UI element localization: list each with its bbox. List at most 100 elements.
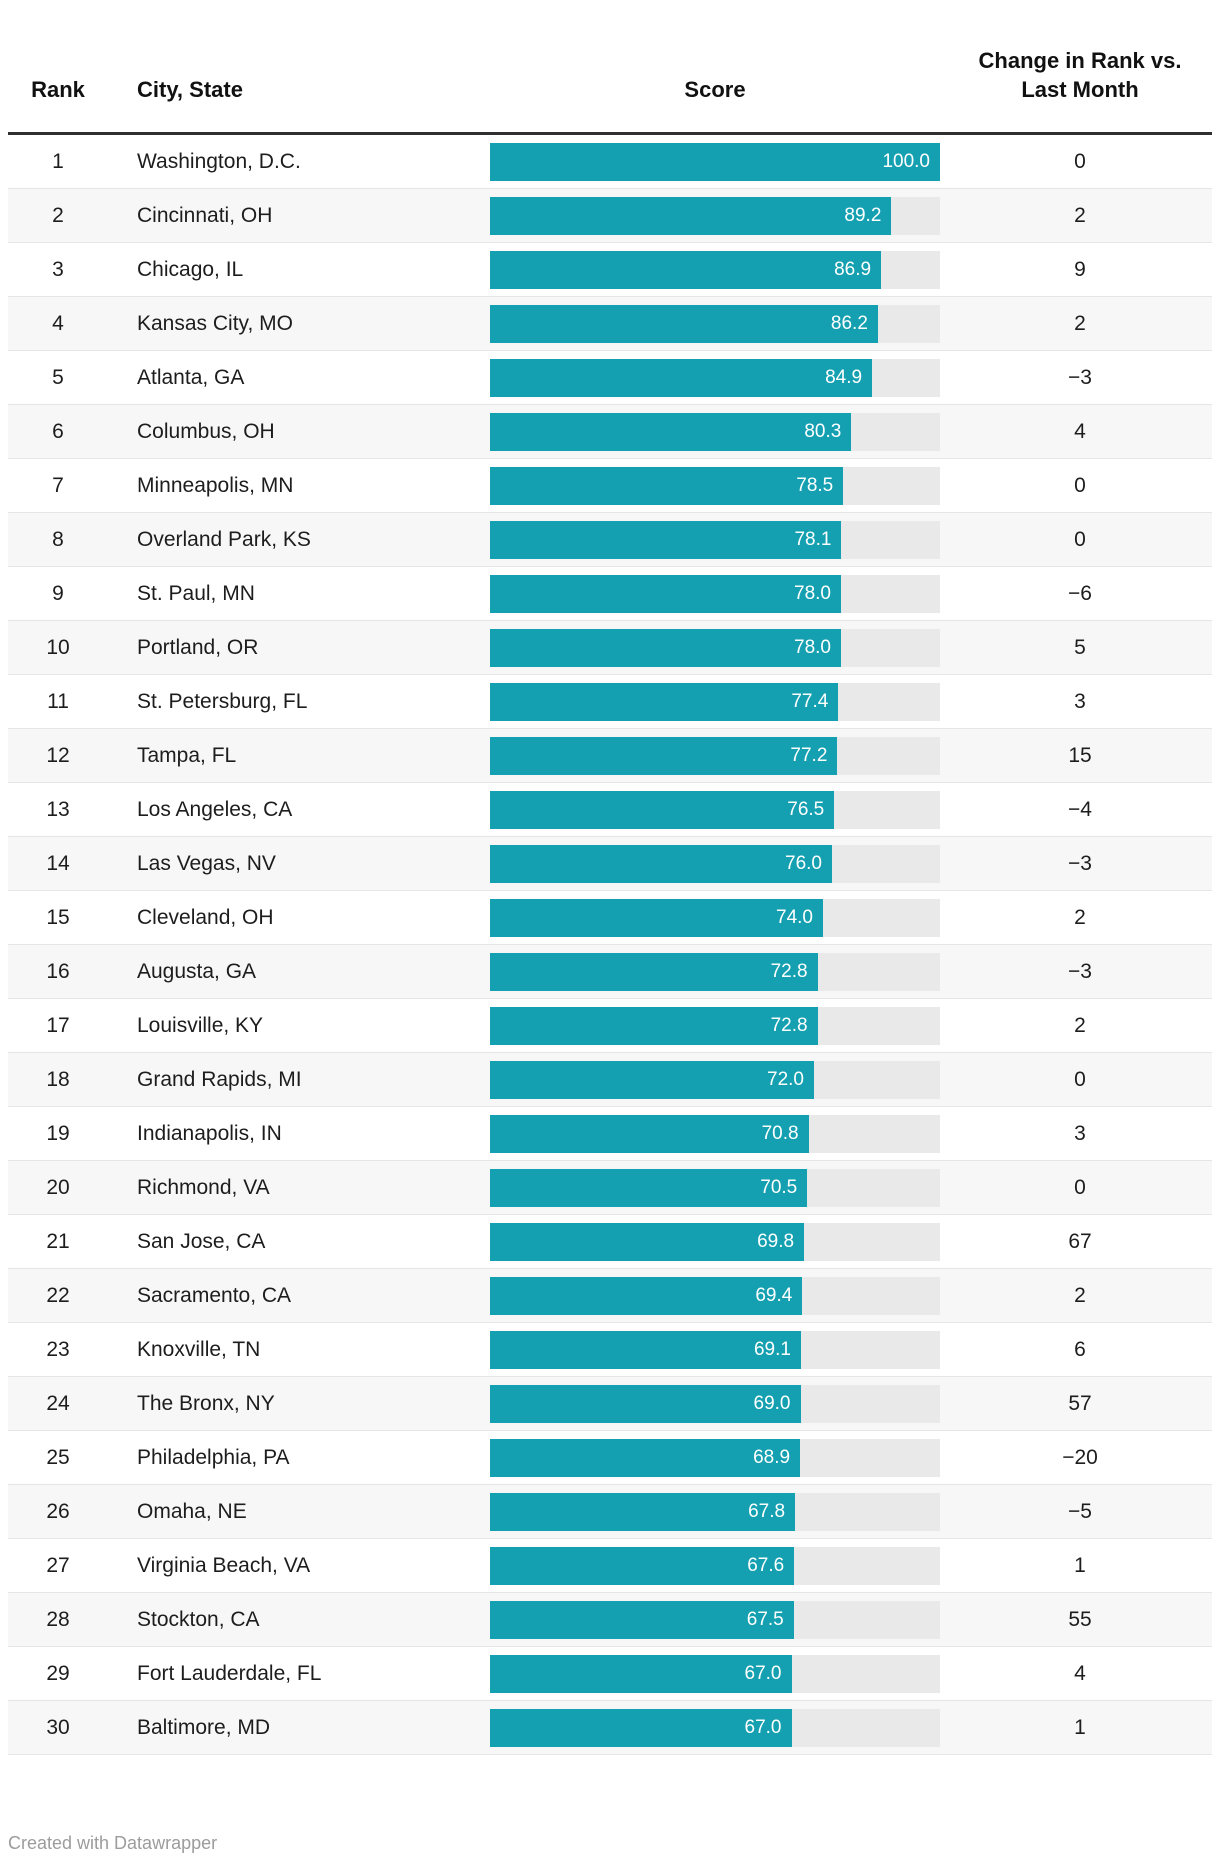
rank-cell: 24 xyxy=(46,1391,70,1415)
score-value-label: 74.0 xyxy=(776,906,813,928)
score-cell: 67.8 xyxy=(482,1492,948,1531)
table-header: Rank City, State Score Change in Rank vs… xyxy=(8,0,1212,136)
rank-change-cell: −3 xyxy=(1068,851,1092,875)
score-cell: 68.9 xyxy=(482,1438,948,1477)
rank-change-cell: −4 xyxy=(1068,797,1092,821)
score-bar-track: 69.0 xyxy=(490,1384,940,1423)
city-state-cell: Portland, OR xyxy=(137,635,259,659)
score-value-label: 89.2 xyxy=(844,204,882,226)
score-bar-track: 86.2 xyxy=(490,304,940,343)
table-row: 23 Knoxville, TN 69.1 6 xyxy=(8,1323,1212,1378)
rank-cell: 28 xyxy=(46,1607,70,1631)
score-bar: 74.0 xyxy=(490,898,823,937)
rank-change-cell: 4 xyxy=(1074,419,1086,443)
table-row: 12 Tampa, FL 77.2 15 xyxy=(8,729,1212,784)
score-cell: 77.2 xyxy=(482,736,948,775)
score-bar: 78.0 xyxy=(490,628,841,667)
score-value-label: 72.8 xyxy=(770,1014,808,1036)
score-cell: 86.2 xyxy=(482,304,948,343)
rank-change-cell: 0 xyxy=(1074,1067,1086,1091)
score-bar-track: 89.2 xyxy=(490,196,940,235)
city-state-cell: Washington, D.C. xyxy=(137,149,301,173)
score-bar-track: 76.5 xyxy=(490,790,940,829)
city-state-cell: San Jose, CA xyxy=(137,1229,266,1253)
score-bar: 67.0 xyxy=(490,1708,792,1747)
score-bar-track: 67.0 xyxy=(490,1708,940,1747)
rank-cell: 21 xyxy=(46,1229,70,1253)
score-cell: 78.1 xyxy=(482,520,948,559)
score-cell: 70.8 xyxy=(482,1114,948,1153)
rank-change-cell: 5 xyxy=(1074,635,1086,659)
rank-change-cell: 2 xyxy=(1074,1283,1086,1307)
rank-cell: 5 xyxy=(52,365,64,389)
rank-change-cell: 0 xyxy=(1074,149,1086,173)
city-state-cell: Grand Rapids, MI xyxy=(137,1067,302,1091)
city-state-cell: Philadelphia, PA xyxy=(137,1445,290,1469)
score-bar: 68.9 xyxy=(490,1438,801,1477)
city-state-cell: Las Vegas, NV xyxy=(137,851,276,875)
rank-cell: 7 xyxy=(52,473,64,497)
rank-change-cell: −20 xyxy=(1062,1445,1098,1469)
rank-change-cell: 0 xyxy=(1074,473,1086,497)
score-cell: 69.8 xyxy=(482,1222,948,1261)
score-bar: 67.5 xyxy=(490,1600,794,1639)
city-state-cell: Overland Park, KS xyxy=(137,527,311,551)
score-cell: 72.8 xyxy=(482,1006,948,1045)
score-bar-track: 67.8 xyxy=(490,1492,940,1531)
score-value-label: 86.9 xyxy=(834,258,872,280)
score-bar: 78.5 xyxy=(490,466,844,505)
rank-change-cell: 9 xyxy=(1074,257,1086,281)
table-row: 19 Indianapolis, IN 70.8 3 xyxy=(8,1107,1212,1162)
score-bar: 77.4 xyxy=(490,682,839,721)
score-cell: 69.1 xyxy=(482,1330,948,1369)
city-state-cell: Chicago, IL xyxy=(137,257,244,281)
table-row: 22 Sacramento, CA 69.4 2 xyxy=(8,1269,1212,1324)
table-row: 13 Los Angeles, CA 76.5 −4 xyxy=(8,783,1212,838)
city-state-cell: Los Angeles, CA xyxy=(137,797,293,821)
score-cell: 76.5 xyxy=(482,790,948,829)
rank-cell: 9 xyxy=(52,581,64,605)
rank-change-cell: 15 xyxy=(1068,743,1092,767)
score-value-label: 72.0 xyxy=(767,1068,804,1090)
score-value-label: 78.5 xyxy=(796,474,834,496)
score-bar: 80.3 xyxy=(490,412,852,451)
score-cell: 72.0 xyxy=(482,1060,948,1099)
rank-change-cell: −5 xyxy=(1068,1499,1092,1523)
score-bar: 69.4 xyxy=(490,1276,803,1315)
score-cell: 89.2 xyxy=(482,196,948,235)
score-bar: 70.8 xyxy=(490,1114,809,1153)
score-value-label: 67.5 xyxy=(746,1608,784,1630)
rank-change-cell: 57 xyxy=(1068,1391,1092,1415)
score-bar-track: 68.9 xyxy=(490,1438,940,1477)
rank-cell: 17 xyxy=(46,1013,70,1037)
score-bar-track: 72.0 xyxy=(490,1060,940,1099)
score-bar-track: 69.4 xyxy=(490,1276,940,1315)
score-value-label: 78.0 xyxy=(794,582,831,604)
rank-cell: 11 xyxy=(47,689,69,713)
rank-change-cell: 3 xyxy=(1074,1121,1086,1145)
city-state-cell: Augusta, GA xyxy=(137,959,257,983)
table-row: 14 Las Vegas, NV 76.0 −3 xyxy=(8,837,1212,892)
rank-change-cell: −6 xyxy=(1068,581,1092,605)
city-state-cell: Kansas City, MO xyxy=(137,311,293,335)
score-cell: 78.0 xyxy=(482,628,948,667)
score-value-label: 78.0 xyxy=(794,636,831,658)
score-bar: 69.1 xyxy=(490,1330,801,1369)
score-bar: 86.9 xyxy=(490,250,882,289)
rank-cell: 29 xyxy=(46,1661,70,1685)
table-row: 8 Overland Park, KS 78.1 0 xyxy=(8,513,1212,568)
score-cell: 86.9 xyxy=(482,250,948,289)
score-cell: 78.5 xyxy=(482,466,948,505)
table-row: 27 Virginia Beach, VA 67.6 1 xyxy=(8,1539,1212,1594)
score-value-label: 67.8 xyxy=(748,1500,786,1522)
score-bar: 89.2 xyxy=(490,196,892,235)
score-value-label: 70.8 xyxy=(761,1122,799,1144)
table-row: 29 Fort Lauderdale, FL 67.0 4 xyxy=(8,1647,1212,1702)
score-value-label: 67.0 xyxy=(744,1716,782,1738)
score-value-label: 69.8 xyxy=(757,1230,795,1252)
score-value-label: 100.0 xyxy=(882,150,930,172)
score-bar-track: 100.0 xyxy=(490,142,940,181)
score-cell: 74.0 xyxy=(482,898,948,937)
city-state-cell: Fort Lauderdale, FL xyxy=(137,1661,322,1685)
score-cell: 77.4 xyxy=(482,682,948,721)
